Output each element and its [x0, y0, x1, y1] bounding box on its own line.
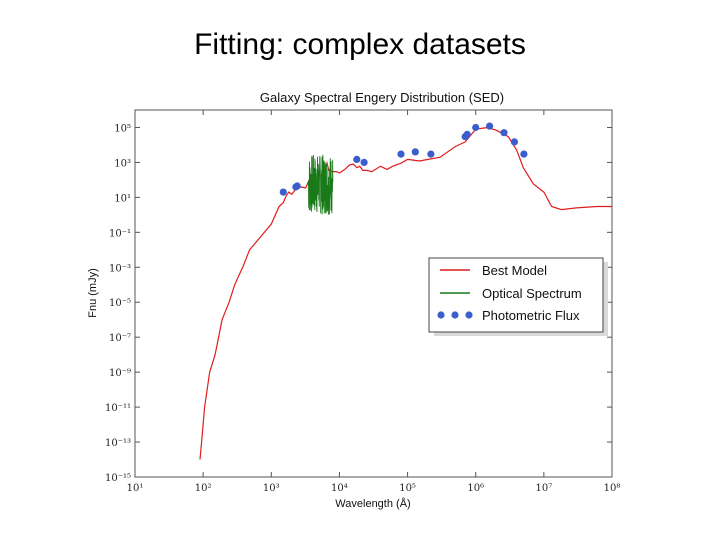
series-optical-spectrum-line: [307, 154, 334, 215]
photometric-flux-point: [472, 123, 480, 132]
legend-items: Best Model Optical Spectrum Photometric Fl…: [437, 263, 582, 323]
photometric-flux-point: [520, 150, 528, 158]
photometric-flux-point: [463, 130, 471, 138]
y-tick-label: 10⁻¹³: [105, 438, 131, 449]
y-tick-label: 10³: [114, 158, 131, 169]
x-tick-label: 10⁴: [331, 483, 348, 494]
x-tick-label: 10⁶: [467, 483, 484, 494]
legend-swatch-dot: [437, 311, 445, 319]
y-tick-label: 10⁻³: [109, 263, 131, 274]
y-tick-label: 10⁻⁷: [109, 333, 131, 344]
y-tick-label: 10⁻¹⁵: [105, 473, 131, 484]
y-tick-label: 10⁵: [114, 123, 131, 134]
x-tick-label: 10¹: [127, 483, 144, 494]
photometric-flux-point: [279, 188, 287, 196]
slide-title: Fitting: complex datasets: [194, 28, 526, 61]
x-tick-label: 10⁷: [535, 483, 552, 494]
legend-label: Best Model: [482, 263, 547, 278]
photometric-flux-point: [486, 122, 494, 130]
photometric-flux-point: [427, 150, 435, 158]
y-tick-label: 10⁻¹: [109, 228, 131, 239]
photometric-flux-point: [500, 129, 508, 137]
photometric-flux-point: [360, 158, 368, 166]
y-axis-label: Fnu (mJy): [87, 268, 99, 318]
legend-swatch-dot: [465, 311, 473, 319]
legend: Best Model Optical Spectrum Photometric Fl…: [428, 257, 608, 336]
ticks-layer: 10¹ 10² 10³ 10⁴ 10⁵ 10⁶ 10⁷ 10⁸ 10⁵ 10³ 10¹ 10⁻¹ 10⁻…: [105, 110, 620, 494]
photometric-flux-point: [293, 182, 301, 190]
photometric-flux-point: [353, 155, 361, 163]
x-tick-label: 10²: [195, 483, 212, 494]
chart-title: Galaxy Spectral Engery Distribution (SED…: [260, 90, 504, 105]
y-tick-label: 10⁻⁵: [109, 298, 131, 309]
photometric-flux-point: [397, 150, 405, 158]
y-tick-label: 10⁻⁹: [109, 368, 131, 379]
x-tick-label: 10⁵: [399, 483, 416, 494]
photometric-flux-point: [510, 138, 518, 146]
legend-swatch-dot: [451, 311, 459, 319]
legend-label: Optical Spectrum: [482, 286, 582, 301]
y-tick-label: 10¹: [114, 193, 131, 204]
series-best-model-line: [199, 126, 612, 460]
x-tick-label: 10⁸: [604, 483, 621, 494]
photometric-flux-point: [411, 148, 419, 156]
legend-label: Photometric Flux: [482, 308, 580, 323]
x-axis-label: Wavelength (Å): [335, 497, 410, 510]
y-tick-label: 10⁻¹¹: [105, 403, 131, 414]
series-layer: [199, 122, 612, 460]
x-tick-label: 10³: [263, 483, 280, 494]
